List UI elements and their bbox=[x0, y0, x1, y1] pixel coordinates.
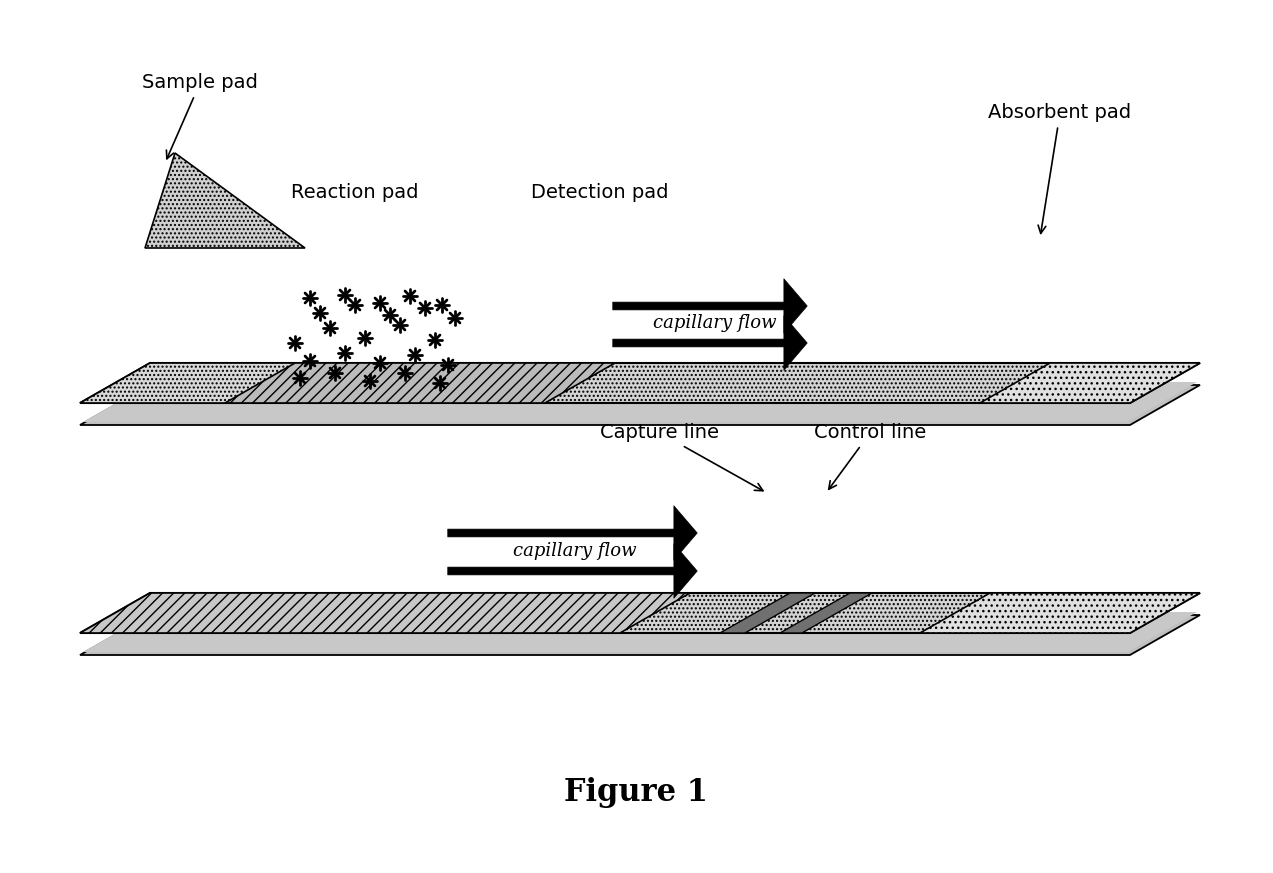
Text: Reaction pad: Reaction pad bbox=[292, 183, 419, 203]
Polygon shape bbox=[80, 593, 1200, 633]
Polygon shape bbox=[80, 363, 1200, 403]
Text: capillary flow: capillary flow bbox=[513, 542, 636, 560]
Polygon shape bbox=[980, 363, 1200, 403]
Polygon shape bbox=[83, 382, 1197, 422]
Text: Detection pad: Detection pad bbox=[531, 183, 668, 203]
Text: capillary flow: capillary flow bbox=[653, 314, 777, 332]
Polygon shape bbox=[80, 615, 1200, 655]
Polygon shape bbox=[80, 593, 690, 633]
Polygon shape bbox=[145, 153, 306, 248]
Text: Figure 1: Figure 1 bbox=[564, 778, 708, 808]
Text: Absorbent pad: Absorbent pad bbox=[988, 104, 1132, 233]
Text: Sample pad: Sample pad bbox=[143, 73, 258, 159]
Polygon shape bbox=[780, 593, 872, 633]
Polygon shape bbox=[225, 363, 615, 403]
Polygon shape bbox=[80, 385, 1200, 425]
Text: Capture line: Capture line bbox=[601, 423, 763, 491]
Polygon shape bbox=[80, 363, 370, 403]
Polygon shape bbox=[83, 612, 1197, 652]
Text: Control line: Control line bbox=[813, 423, 927, 489]
Polygon shape bbox=[920, 593, 1200, 633]
Polygon shape bbox=[721, 593, 815, 633]
